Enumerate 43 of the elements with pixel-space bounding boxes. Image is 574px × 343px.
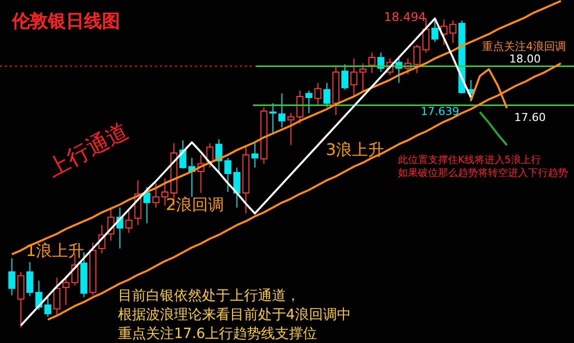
annotation: 重点关注4浪回调 [482, 40, 566, 53]
candlestick [278, 93, 286, 128]
candlestick [269, 102, 276, 135]
annotation: 1浪上升 [26, 241, 84, 260]
candlestick [368, 52, 376, 74]
candlestick [17, 271, 24, 328]
text: 伦敦银日线图 [11, 11, 120, 32]
annotation: 目前白银依然处于上行通道， [118, 288, 300, 304]
candlestick [323, 82, 330, 108]
candlestick [152, 182, 160, 208]
candlestick [215, 138, 222, 172]
candlestick [449, 20, 456, 44]
candlestick [314, 82, 322, 106]
candlestick [431, 20, 438, 42]
annotation: 17.639 [420, 105, 460, 118]
candlestick [296, 90, 304, 124]
ref-line-label: 18.00 [509, 52, 541, 66]
candlestick [44, 296, 52, 318]
candlestick [359, 62, 366, 92]
candlestick [233, 167, 240, 208]
annotation: 重点关注17.6上行趋势线支撑位 [118, 326, 318, 342]
candlestick [62, 275, 70, 306]
annotation: 根据波浪理论来看目前处于4浪回调中 [118, 307, 351, 323]
candlestick [287, 112, 294, 146]
annotation: 上行通道 [44, 118, 133, 182]
candlestick [143, 186, 150, 224]
annotation: 3浪上升 [326, 140, 384, 159]
ref-line-label: 17.60 [514, 111, 546, 124]
candlestick [8, 258, 16, 296]
candlestick [251, 142, 258, 168]
annotation: 18.494 [384, 10, 426, 24]
candlestick [224, 157, 232, 192]
candlestick [161, 178, 168, 206]
candlestick [341, 64, 348, 90]
annotation: 此位置支撑住K线将进入5浪上行 [398, 154, 541, 166]
candlestick [350, 58, 358, 96]
annotation: 2浪回调 [166, 195, 224, 214]
annotation: 如果破位那么趋势将转空进入下行趋势 [398, 167, 568, 179]
candlestick [53, 277, 60, 316]
candlestick [413, 44, 420, 74]
candlestick [26, 262, 34, 297]
candlestick [125, 210, 132, 234]
candlestick [305, 90, 312, 114]
